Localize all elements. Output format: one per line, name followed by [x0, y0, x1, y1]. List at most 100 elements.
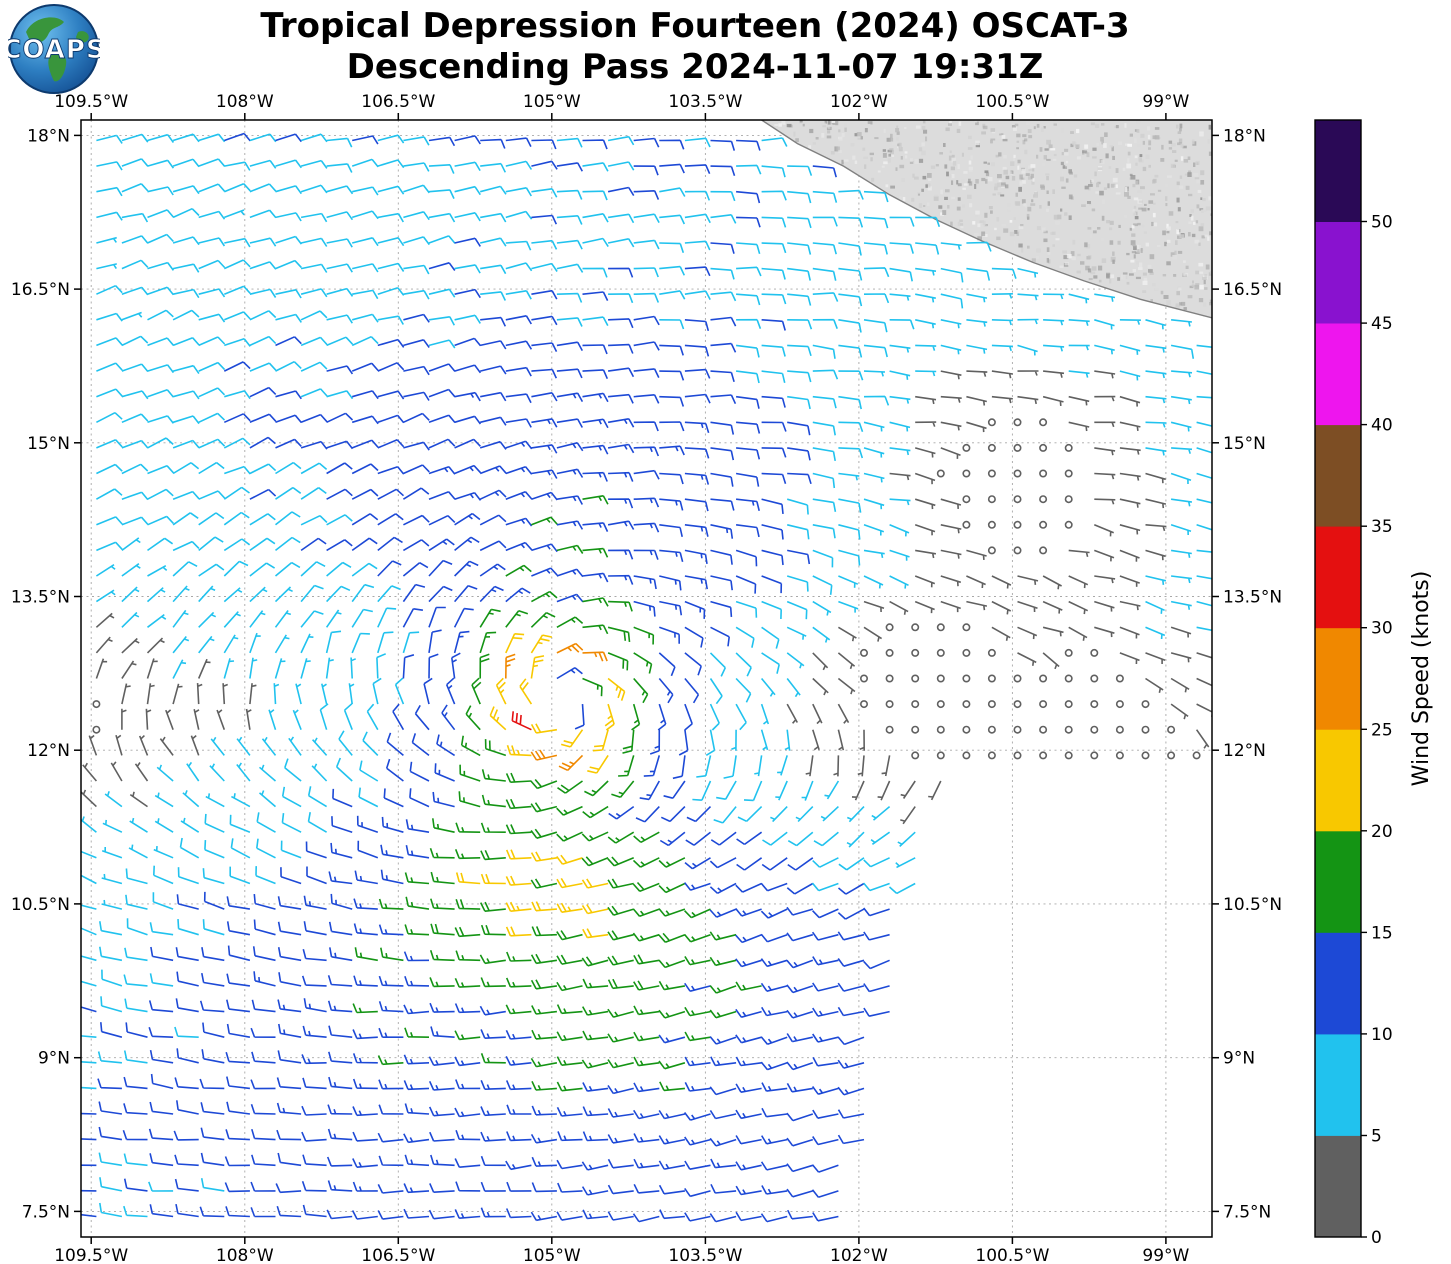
wind-barb — [409, 788, 430, 808]
wind-barb — [1068, 293, 1090, 304]
x-tick-label-bottom: 109.5°W — [54, 1246, 128, 1264]
x-tick-label-top: 108°W — [216, 92, 274, 112]
wind-barb — [863, 370, 886, 377]
wind-barb — [147, 415, 175, 424]
wind-barb — [325, 609, 342, 628]
wind-barb — [556, 1211, 583, 1221]
wind-barb — [121, 311, 143, 321]
wind-barb — [226, 896, 251, 910]
wind-barb — [311, 763, 328, 782]
colorbar-tick-label: 20 — [1371, 822, 1393, 842]
wind-barb — [172, 133, 200, 143]
wind-barb — [403, 313, 430, 323]
wind-barb — [479, 585, 504, 603]
wind-barb — [556, 877, 583, 889]
wind-barb — [1145, 524, 1167, 532]
wind-barb — [147, 233, 174, 244]
wind-barb — [256, 812, 276, 833]
wind-barb — [556, 520, 584, 530]
wind-barb — [683, 882, 711, 891]
wind-barb — [150, 1073, 174, 1090]
wind-barb — [786, 906, 814, 916]
wind-barb — [966, 395, 987, 406]
wind-barb — [658, 1060, 686, 1070]
wind-barb — [556, 392, 584, 402]
wind-barb — [812, 626, 831, 643]
wind-barb — [223, 437, 251, 449]
wind-barb — [453, 630, 470, 654]
wind-barb — [292, 709, 302, 730]
wind-barb — [761, 344, 786, 357]
wind-barb — [530, 802, 558, 813]
wind-barb — [428, 629, 442, 654]
calm-circle — [936, 648, 945, 657]
wind-barb — [383, 788, 404, 808]
wind-barb — [224, 338, 251, 347]
wind-barb — [713, 806, 737, 824]
wind-barb — [454, 415, 482, 425]
wind-barb — [663, 780, 686, 799]
wind-barb — [479, 901, 506, 912]
wind-barb — [1196, 703, 1212, 718]
wind-barb — [1170, 421, 1192, 432]
wind-barb — [786, 678, 801, 698]
wind-barb — [633, 954, 660, 965]
wind-barb — [300, 388, 328, 398]
wind-barb — [172, 540, 200, 552]
wind-barb — [736, 242, 761, 255]
wind-barb — [224, 390, 251, 400]
wind-barb — [659, 344, 684, 356]
wind-barb — [760, 982, 788, 992]
wind-barb — [198, 461, 225, 475]
calm-circle — [1039, 418, 1048, 427]
wind-barb — [172, 415, 200, 425]
wind-barb — [403, 162, 430, 172]
wind-barb — [735, 575, 757, 594]
wind-barb — [633, 652, 653, 674]
wind-barb — [198, 237, 226, 247]
calm-circle — [1141, 700, 1150, 709]
wind-barb — [812, 982, 839, 992]
wind-barb — [530, 1134, 558, 1144]
wind-barb — [326, 514, 353, 526]
wind-barb — [198, 536, 224, 552]
wind-barb — [812, 729, 820, 751]
wind-barb — [736, 266, 762, 277]
wind-barb — [940, 267, 964, 283]
wind-barb — [505, 262, 533, 272]
wind-barb — [81, 1213, 97, 1218]
wind-barb — [556, 442, 584, 452]
wind-barb — [454, 536, 480, 552]
wind-barb — [428, 585, 453, 603]
wind-barb — [505, 772, 532, 783]
wind-barb — [889, 267, 913, 282]
calm-circle — [1013, 700, 1022, 709]
wind-barb — [837, 958, 865, 967]
wind-barb — [1094, 319, 1115, 330]
wind-barb — [99, 921, 123, 936]
wind-barb — [327, 1104, 353, 1115]
wind-barb — [300, 413, 328, 424]
wind-barb — [201, 1049, 225, 1064]
wind-barb — [300, 537, 327, 552]
wind-barb — [786, 498, 809, 515]
calm-circle — [936, 674, 945, 683]
wind-barb — [1170, 472, 1192, 485]
wind-barb — [159, 736, 174, 756]
wind-barb — [326, 1209, 353, 1220]
wind-barb — [454, 161, 481, 172]
wind-barb — [326, 336, 354, 347]
wind-barb — [147, 565, 168, 577]
y-tick-label-right: 9°N — [1223, 1049, 1255, 1069]
wind-barb — [505, 653, 516, 679]
wind-barb — [404, 872, 430, 885]
wind-barb — [506, 1181, 532, 1192]
wind-barb — [479, 440, 507, 450]
wind-barb — [1145, 677, 1164, 693]
wind-barb — [276, 1102, 302, 1115]
wind-barb — [838, 447, 864, 459]
wind-barb — [154, 818, 174, 833]
coaps-logo: COAPS — [2, 2, 105, 94]
wind-barb — [915, 395, 937, 405]
wind-barb — [275, 289, 302, 299]
